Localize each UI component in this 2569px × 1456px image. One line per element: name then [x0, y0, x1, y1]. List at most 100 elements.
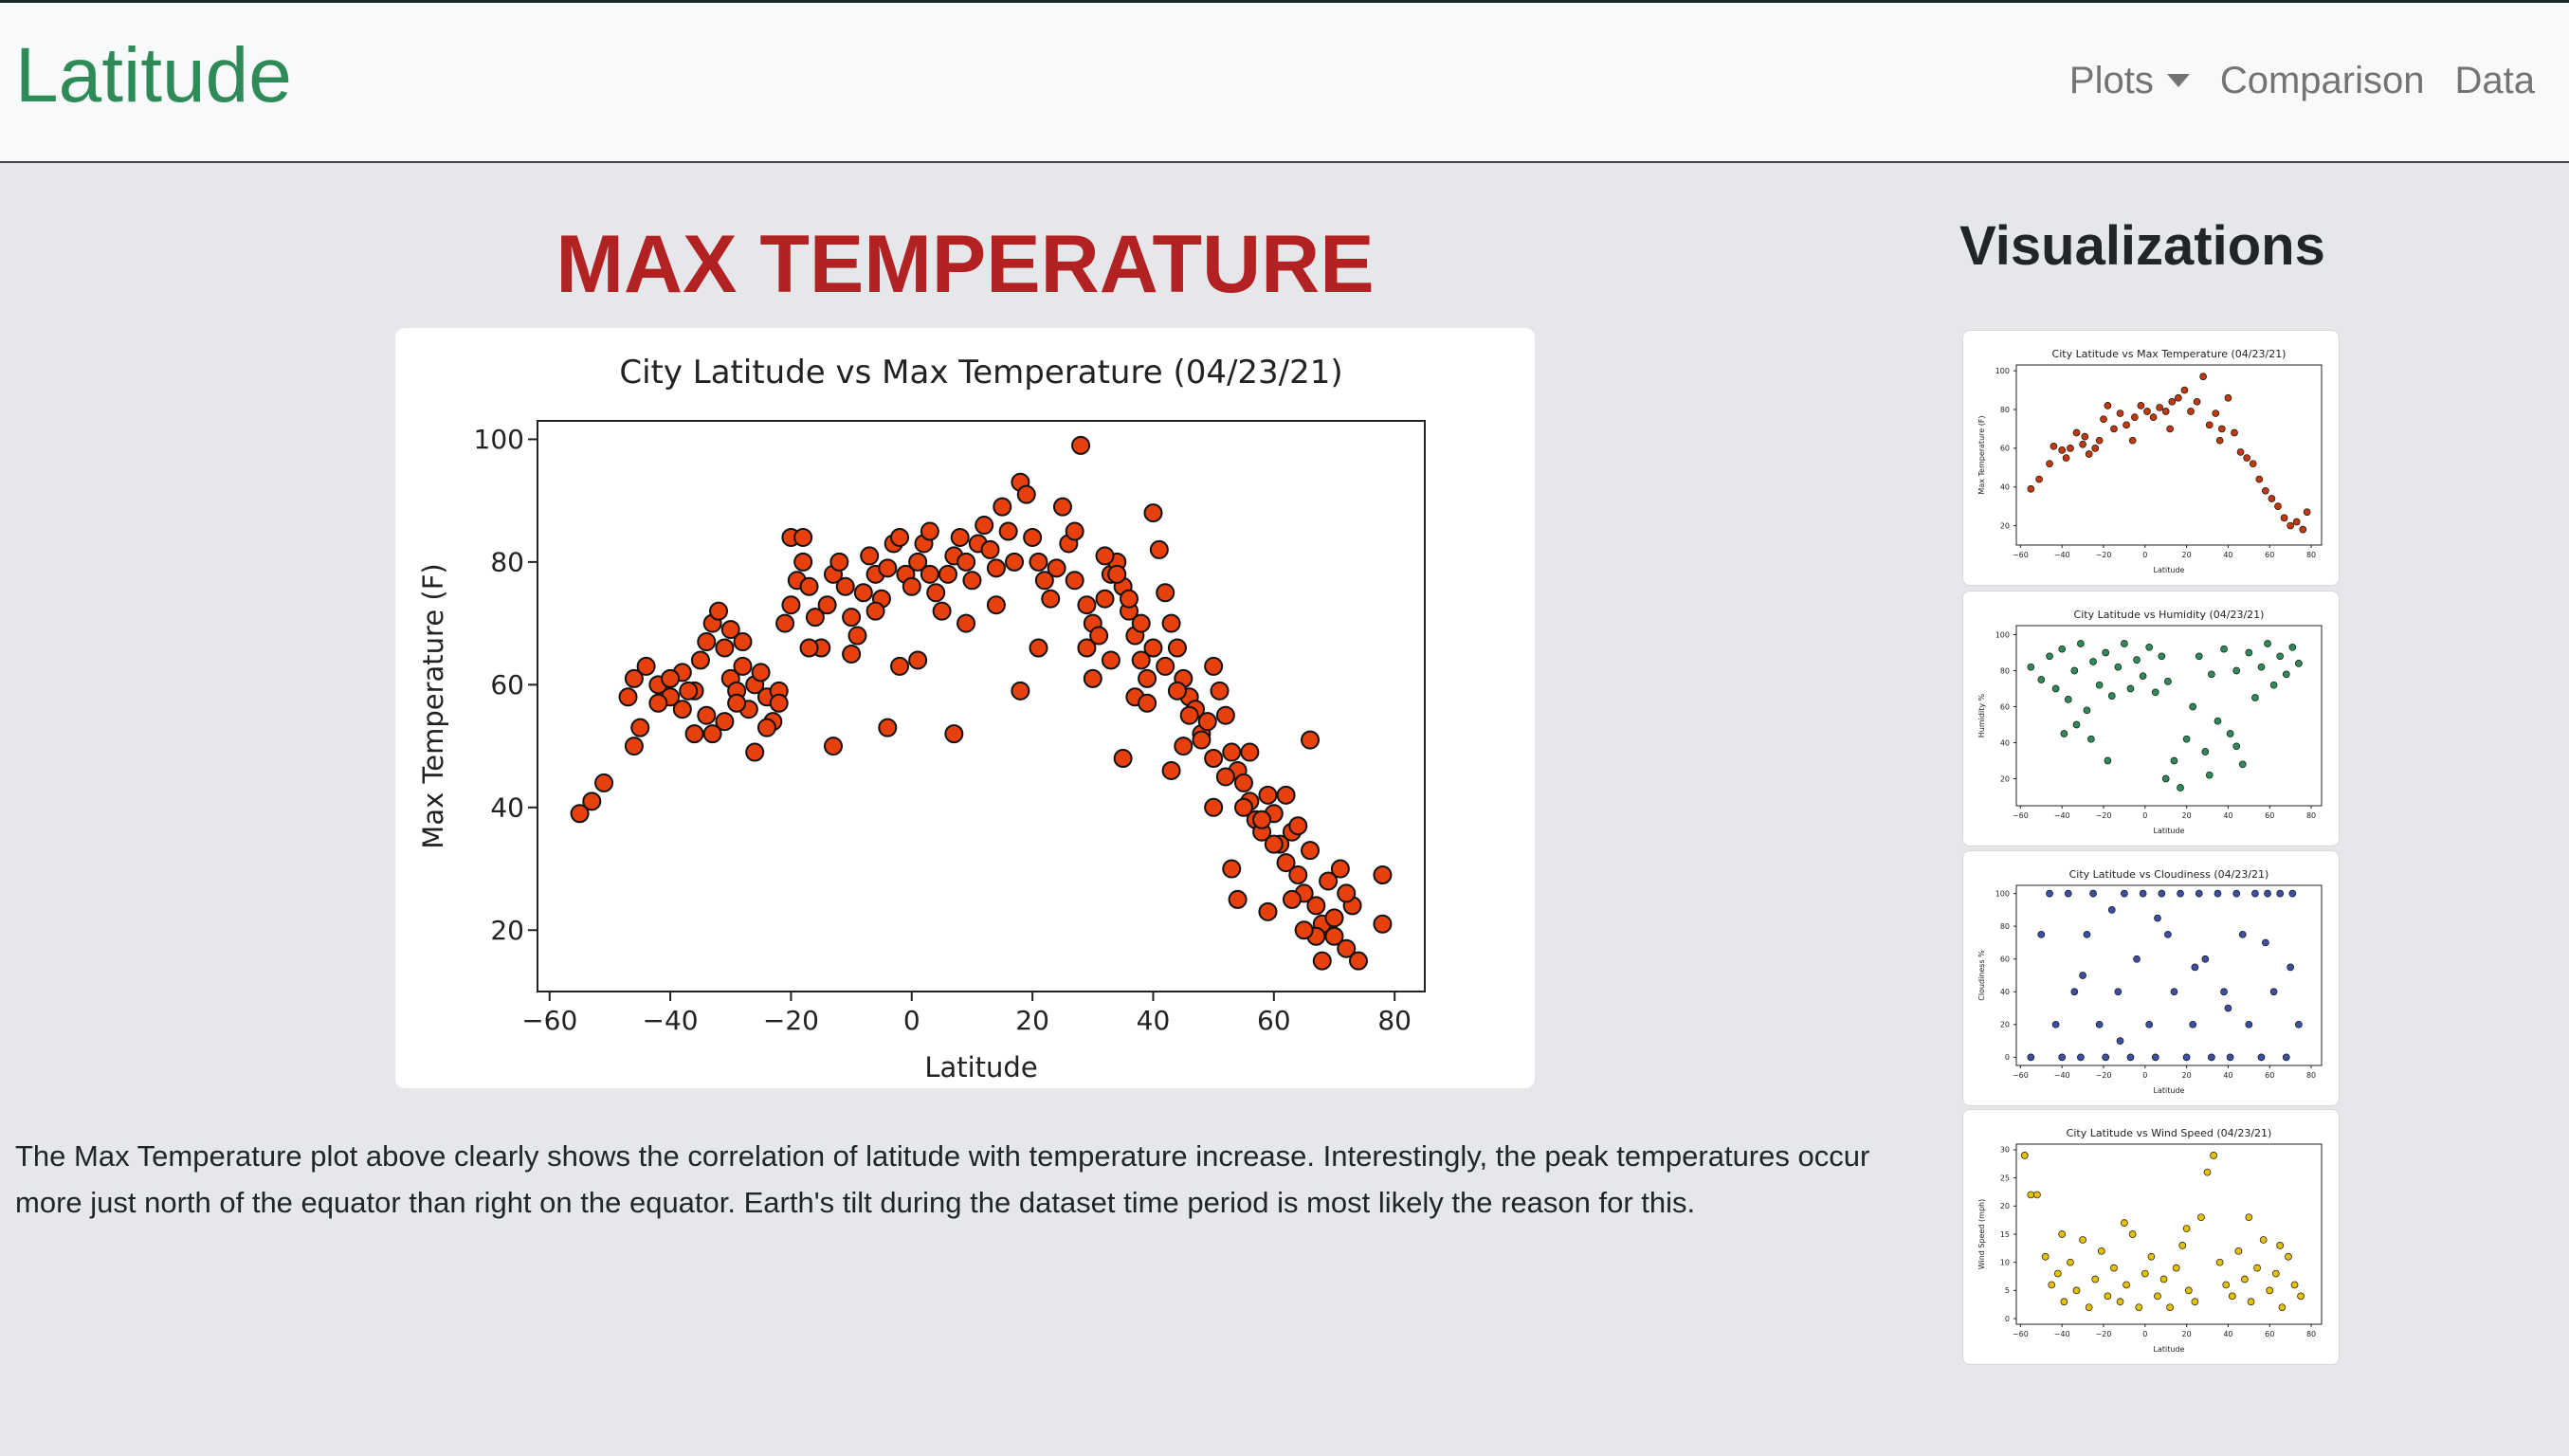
data-point — [2097, 1247, 2105, 1255]
data-point — [2123, 1281, 2130, 1289]
y-tick-label: 40 — [2000, 738, 2010, 747]
data-point — [1276, 853, 1296, 873]
navbar: Latitude Plots Comparison Data — [0, 0, 2569, 163]
brand-link[interactable]: Latitude — [15, 32, 292, 118]
x-tick-label: 40 — [2223, 1071, 2232, 1080]
thumbnail-humidity[interactable]: City Latitude vs Humidity (04/23/21) −60 −… — [1962, 591, 2340, 846]
data-point — [702, 724, 722, 744]
data-point — [630, 718, 650, 737]
data-point — [2126, 1053, 2135, 1062]
data-point — [799, 638, 819, 658]
data-point — [2220, 988, 2228, 996]
data-point — [2158, 889, 2166, 898]
data-point — [2182, 735, 2191, 743]
data-point — [2232, 666, 2241, 675]
data-point — [1065, 571, 1084, 591]
nav-comparison-link[interactable]: Comparison — [2205, 62, 2440, 100]
thumbnail-cloudiness[interactable]: City Latitude vs Cloudiness (04/23/21) −6… — [1962, 850, 2340, 1106]
data-point — [1240, 742, 1260, 762]
plot-area — [2015, 884, 2323, 1066]
data-point — [2058, 1053, 2067, 1062]
data-point — [824, 737, 843, 756]
data-point — [2166, 1303, 2174, 1312]
data-point — [2280, 514, 2288, 522]
nav-data-link[interactable]: Data — [2440, 62, 2551, 100]
data-point — [980, 539, 1000, 559]
y-tick-label: 100 — [1995, 889, 2010, 898]
x-tick-label: −40 — [2054, 551, 2070, 559]
data-point — [2161, 408, 2170, 415]
data-point — [2114, 988, 2123, 996]
data-point — [1215, 705, 1235, 725]
data-point — [727, 693, 747, 713]
data-point — [2195, 652, 2203, 661]
data-point — [2245, 1020, 2253, 1028]
data-point — [1264, 834, 1284, 854]
x-tick-label: −40 — [643, 1005, 699, 1036]
x-tick-label: 40 — [2223, 811, 2232, 820]
data-point — [1011, 681, 1030, 701]
data-point — [2079, 440, 2086, 448]
x-tick-label: −60 — [521, 1005, 577, 1036]
data-point — [2276, 652, 2285, 661]
y-axis-label: Max Temperature (F) — [417, 563, 449, 848]
data-point — [2201, 748, 2210, 755]
data-point — [594, 773, 614, 792]
main-chart-card: City Latitude vs Max Temperature (04/23/… — [395, 328, 1535, 1088]
data-point — [2278, 1303, 2287, 1312]
y-tick-label: 20 — [2000, 521, 2010, 530]
data-point — [1258, 785, 1278, 805]
data-point — [2033, 1191, 2041, 1199]
data-point — [2060, 1298, 2068, 1306]
data-point — [2226, 730, 2234, 737]
data-point — [2149, 413, 2158, 422]
data-point — [932, 601, 952, 621]
y-tick-label: 60 — [2000, 445, 2010, 453]
data-point — [2077, 640, 2085, 647]
data-point — [2064, 696, 2072, 703]
data-point — [817, 595, 837, 615]
data-point — [2222, 1281, 2231, 1289]
data-point — [1282, 889, 1302, 909]
y-tick-label: 0 — [2005, 1315, 2010, 1323]
data-point — [1095, 589, 1115, 609]
data-point — [2102, 1053, 2110, 1062]
data-point — [1077, 595, 1097, 615]
data-point — [2070, 666, 2079, 675]
y-tick-label: 60 — [490, 669, 524, 701]
data-point — [2135, 1303, 2143, 1312]
data-point — [2245, 1213, 2253, 1222]
x-tick-label: −60 — [2013, 1330, 2029, 1338]
data-point — [1324, 908, 1344, 928]
data-point — [2264, 889, 2271, 898]
data-point — [1005, 552, 1025, 572]
data-point — [1337, 883, 1357, 903]
chevron-down-icon — [2166, 74, 2190, 87]
plot-area — [2015, 364, 2323, 546]
data-point — [2182, 1225, 2191, 1232]
data-point — [2189, 702, 2197, 711]
data-point — [2224, 393, 2232, 402]
nav-plots-dropdown[interactable]: Plots — [2054, 62, 2205, 100]
data-point — [1131, 613, 1151, 633]
data-point — [2121, 889, 2128, 898]
data-point — [878, 558, 898, 578]
data-point — [2114, 663, 2123, 671]
data-point — [1330, 859, 1350, 879]
data-point — [2058, 645, 2067, 653]
data-point — [2251, 889, 2259, 898]
thumbnail-max-temperature[interactable]: City Latitude vs Max Temperature (04/23/… — [1962, 330, 2340, 586]
thumbnail-humidity-chart: City Latitude vs Humidity (04/23/21) −60 −… — [1977, 609, 2323, 835]
data-point — [1233, 797, 1253, 817]
thumbnail-wind-speed[interactable]: City Latitude vs Wind Speed (04/23/21) −6… — [1962, 1109, 2340, 1365]
data-point — [842, 644, 862, 664]
data-point — [1210, 681, 1230, 701]
data-point — [2123, 421, 2130, 429]
data-point — [2064, 889, 2072, 898]
x-tick-label: −20 — [2096, 551, 2112, 559]
chart-description: The Max Temperature plot above clearly s… — [15, 1139, 1870, 1219]
data-point — [2295, 660, 2303, 667]
data-point — [986, 595, 1006, 615]
data-point — [745, 742, 765, 762]
data-point — [2091, 444, 2100, 452]
